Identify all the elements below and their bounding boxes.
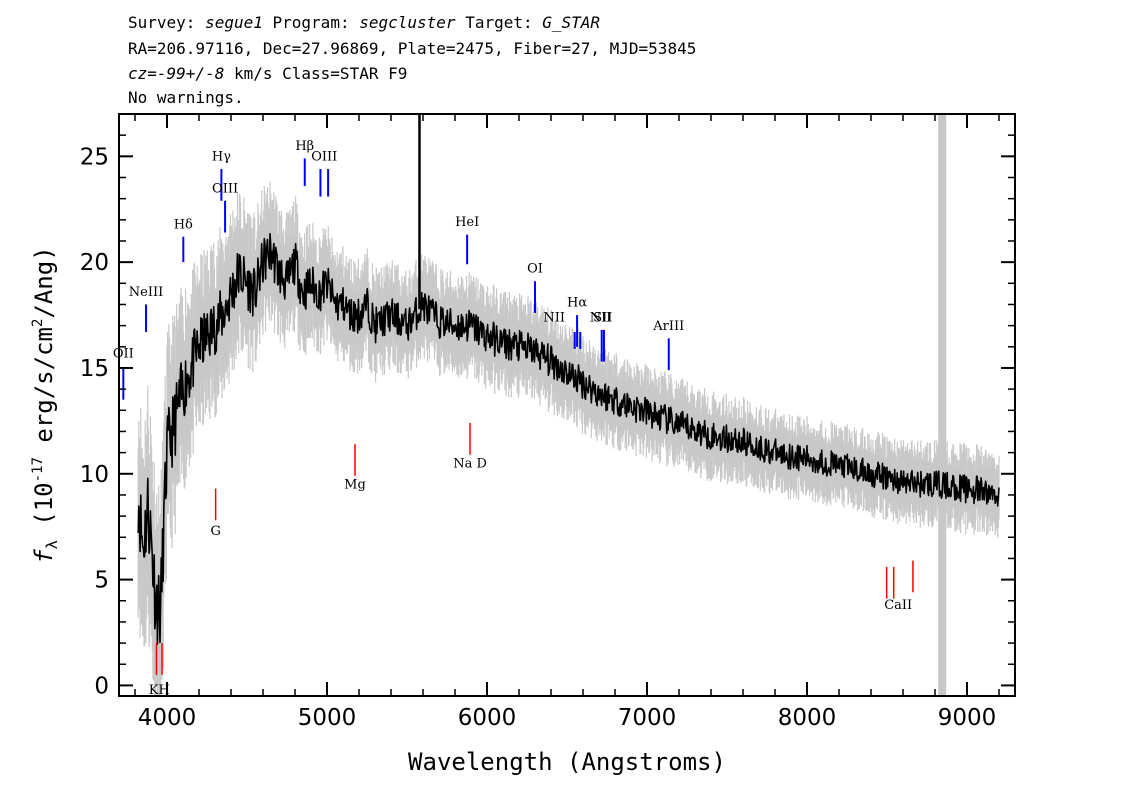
emission-line-label: HeI [455, 215, 479, 230]
axis-ticks: 4000 5000 6000 7000 8000 9000 0 5 10 15 20 25 [80, 114, 1015, 731]
survey-value: segue1 [205, 13, 263, 32]
absorption-line-label: G [210, 524, 220, 539]
error-band [137, 181, 1000, 696]
emission-line-label: NeIII [129, 285, 163, 300]
emission-line-label: Hα [567, 296, 587, 311]
class-value: km/s Class=STAR F9 [234, 64, 407, 83]
masked-region-band [938, 114, 947, 696]
x-tick-label: 4000 [138, 705, 197, 731]
plot-frame [118, 113, 1016, 697]
emission-line-label: OI [527, 262, 543, 277]
y-tick-label: 20 [80, 250, 109, 276]
emission-line-label: OIII [212, 181, 238, 196]
flux-series [137, 114, 1000, 645]
y-axis-label-text: fλ (10-17 erg/s/cm2/Ang) [30, 246, 61, 563]
absorption-line-label: Na D [453, 456, 487, 471]
emission-line-label: ArIII [652, 319, 684, 334]
absorption-line-label: KH [149, 683, 170, 698]
header-line-1: Survey: segue1 Program: segcluster Targe… [128, 13, 600, 32]
y-axis-label: fλ (10-17 erg/s/cm2/Ang) [30, 246, 61, 563]
y-tick-label: 15 [80, 356, 109, 382]
error-band-path [137, 181, 1000, 696]
x-tick-label: 8000 [778, 705, 837, 731]
x-tick-label: 6000 [458, 705, 517, 731]
header-line-3: cz=-99+/-8 km/s Class=STAR F9 [128, 64, 407, 83]
line-markers [122, 158, 914, 675]
flux-line [137, 232, 1000, 645]
x-tick-label: 7000 [618, 705, 677, 731]
emission-line-label: NII [543, 310, 565, 325]
program-value: segcluster [359, 13, 456, 32]
y-tick-label: 10 [80, 462, 109, 488]
emission-line-label: Hγ [212, 150, 231, 165]
target-value: G_STAR [542, 13, 600, 32]
program-label: Program: [273, 13, 350, 32]
header-line-4: No warnings. [128, 88, 244, 107]
x-tick-label: 5000 [298, 705, 357, 731]
x-axis-label: Wavelength (Angstroms) [408, 748, 726, 776]
header-line-2: RA=206.97116, Dec=27.96869, Plate=2475, … [128, 39, 696, 58]
emission-line-label: Hδ [174, 217, 193, 232]
y-tick-label: 0 [94, 673, 109, 699]
line-labels: OIINeIIIHδHγOIIIHβOIIIHeIOINIIHαNIISIIAr… [113, 139, 912, 698]
masked-region [938, 114, 947, 696]
emission-line-label: SII [593, 310, 612, 325]
y-tick-label: 25 [80, 144, 109, 170]
absorption-line-label: Mg [344, 478, 366, 493]
target-label: Target: [465, 13, 532, 32]
survey-label: Survey: [128, 13, 195, 32]
x-tick-label: 9000 [938, 705, 997, 731]
emission-line-label: OIII [311, 150, 337, 165]
emission-line-label: Hβ [295, 139, 314, 154]
emission-line-label: NII [590, 310, 612, 325]
emission-line-label: OII [113, 346, 134, 361]
absorption-line-label: CaII [884, 598, 912, 613]
redshift-value: cz=-99+/-8 [128, 64, 224, 83]
y-tick-label: 5 [94, 568, 109, 594]
